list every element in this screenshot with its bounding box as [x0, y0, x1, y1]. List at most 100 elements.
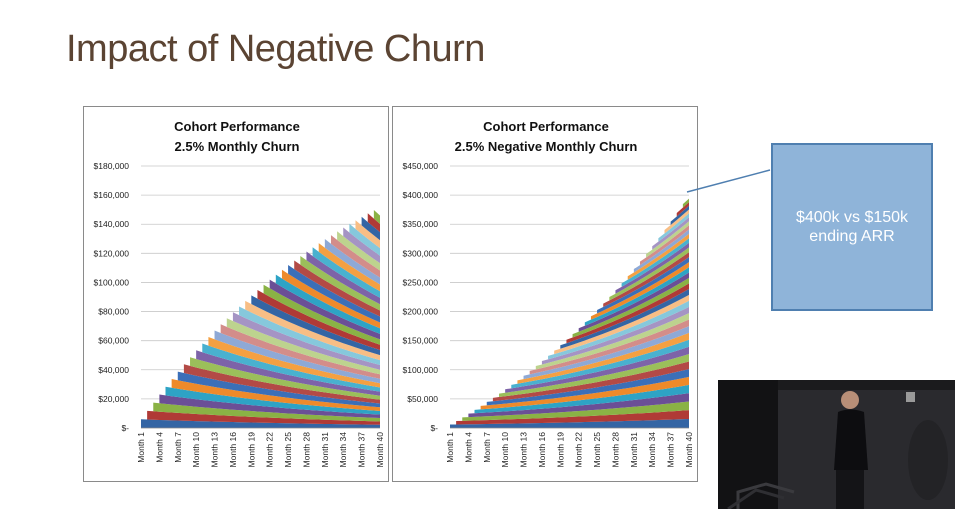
- cohort-series-35: [658, 213, 689, 242]
- x-tick-label: Month 40: [684, 432, 694, 468]
- cohort-series-27: [300, 255, 380, 311]
- x-tick-label: Month 1: [136, 432, 146, 463]
- y-tick-label: $80,000: [98, 307, 129, 317]
- x-tick-label: Month 1: [445, 432, 455, 463]
- cohort-series-28: [306, 251, 380, 305]
- cohort-series-13: [214, 330, 380, 384]
- cohort-series-29: [312, 247, 380, 298]
- x-tick-label: Month 7: [482, 432, 492, 463]
- callout-box: $400k vs $150k ending ARR: [771, 143, 933, 311]
- cohort-series-26: [294, 260, 380, 317]
- y-tick-label: $300,000: [403, 248, 439, 258]
- x-tick-label: Month 22: [265, 432, 275, 468]
- cohort-series-15: [535, 313, 689, 370]
- cohort-chart-negative-churn: Cohort Performance 2.5% Negative Monthly …: [403, 119, 694, 468]
- y-tick-label: $100,000: [94, 277, 130, 287]
- cohort-series-13: [523, 326, 689, 380]
- cohort-series-37: [361, 216, 380, 241]
- cohort-series-6: [480, 376, 689, 410]
- y-tick-label: $40,000: [98, 365, 129, 375]
- y-tick-label: $450,000: [403, 161, 439, 171]
- speaker-video-frame: [718, 380, 955, 509]
- cohort-series-31: [324, 239, 380, 285]
- y-tick-label: $140,000: [94, 219, 130, 229]
- cohort-series-28: [615, 242, 689, 294]
- x-tick-label: Month 25: [283, 432, 293, 468]
- x-tick-label: Month 28: [301, 432, 311, 468]
- cohort-series-11: [511, 339, 689, 389]
- cohort-series-10: [196, 350, 380, 396]
- cohort-series-7: [177, 371, 380, 408]
- x-tick-label: Month 31: [629, 432, 639, 468]
- cohort-series-30: [627, 233, 689, 280]
- chart-panel-right: Cohort Performance 2.5% Negative Monthly …: [392, 106, 698, 482]
- x-tick-label: Month 37: [666, 432, 676, 468]
- cohort-series-25: [597, 257, 689, 314]
- y-tick-label: $180,000: [94, 161, 130, 171]
- cohort-series-36: [664, 209, 689, 234]
- cohort-series-7: [486, 369, 689, 406]
- y-tick-label: $-: [430, 423, 438, 433]
- cohort-series-16: [541, 306, 689, 365]
- cohort-series-24: [590, 262, 689, 320]
- x-tick-label: Month 19: [246, 432, 256, 468]
- cohort-series-12: [208, 336, 380, 388]
- y-tick-label: $200,000: [403, 307, 439, 317]
- cohort-series-16: [232, 312, 380, 370]
- cohort-series-34: [343, 227, 380, 264]
- chart-title-line-2: 2.5% Monthly Churn: [175, 139, 300, 154]
- stacked-area-group: [141, 209, 380, 428]
- cohort-series-38: [676, 202, 689, 217]
- cohort-series-8: [183, 364, 380, 404]
- cohort-series-9: [190, 357, 380, 400]
- stacked-area-group: [450, 198, 689, 428]
- x-tick-label: Month 34: [647, 432, 657, 468]
- y-tick-label: $350,000: [403, 219, 439, 229]
- cohort-series-29: [621, 238, 689, 287]
- x-tick-label: Month 16: [537, 432, 547, 468]
- cohort-series-34: [652, 217, 689, 250]
- cohort-series-9: [499, 354, 689, 398]
- callout-text: $400k vs $150k ending ARR: [795, 209, 909, 245]
- cohort-series-14: [220, 324, 380, 379]
- chart-panel-left: Cohort Performance 2.5% Monthly Churn $- $2…: [83, 106, 389, 482]
- cohort-series-18: [245, 300, 380, 361]
- y-tick-label: $150,000: [403, 336, 439, 346]
- cohort-series-36: [355, 220, 380, 249]
- cohort-series-35: [349, 223, 380, 256]
- y-tick-label: $20,000: [98, 394, 129, 404]
- x-tick-label: Month 34: [338, 432, 348, 468]
- chart-title-line-2: 2.5% Negative Monthly Churn: [455, 139, 638, 154]
- cohort-series-30: [318, 243, 380, 292]
- y-tick-label: $120,000: [94, 248, 130, 258]
- cohort-series-11: [202, 343, 380, 392]
- x-tick-label: Month 31: [320, 432, 330, 468]
- y-tick-label: $100,000: [403, 365, 439, 375]
- x-tick-label: Month 7: [173, 432, 183, 463]
- cohort-series-17: [239, 306, 380, 365]
- y-tick-label: $50,000: [407, 394, 438, 404]
- cohort-series-27: [609, 247, 689, 301]
- y-tick-label: $250,000: [403, 277, 439, 287]
- cohort-series-25: [288, 265, 380, 323]
- cohort-series-32: [330, 235, 380, 278]
- x-tick-label: Month 28: [610, 432, 620, 468]
- cohort-series-39: [373, 209, 380, 224]
- cohort-series-3: [462, 401, 689, 421]
- x-tick-label: Month 13: [210, 432, 220, 468]
- cohort-series-37: [670, 205, 689, 226]
- cohort-series-10: [505, 346, 689, 393]
- cohort-series-24: [281, 269, 380, 329]
- cohort-series-39: [682, 198, 689, 208]
- x-tick-label: Month 10: [500, 432, 510, 468]
- cohort-series-32: [639, 225, 689, 266]
- cohort-series-19: [560, 289, 689, 349]
- cohort-series-21: [572, 277, 689, 338]
- cohort-series-2: [456, 410, 689, 425]
- cohort-series-5: [165, 386, 380, 415]
- cohort-series-1: [141, 419, 380, 428]
- cohort-series-4: [159, 394, 380, 419]
- cohort-series-1: [450, 418, 689, 428]
- x-tick-label: Month 25: [592, 432, 602, 468]
